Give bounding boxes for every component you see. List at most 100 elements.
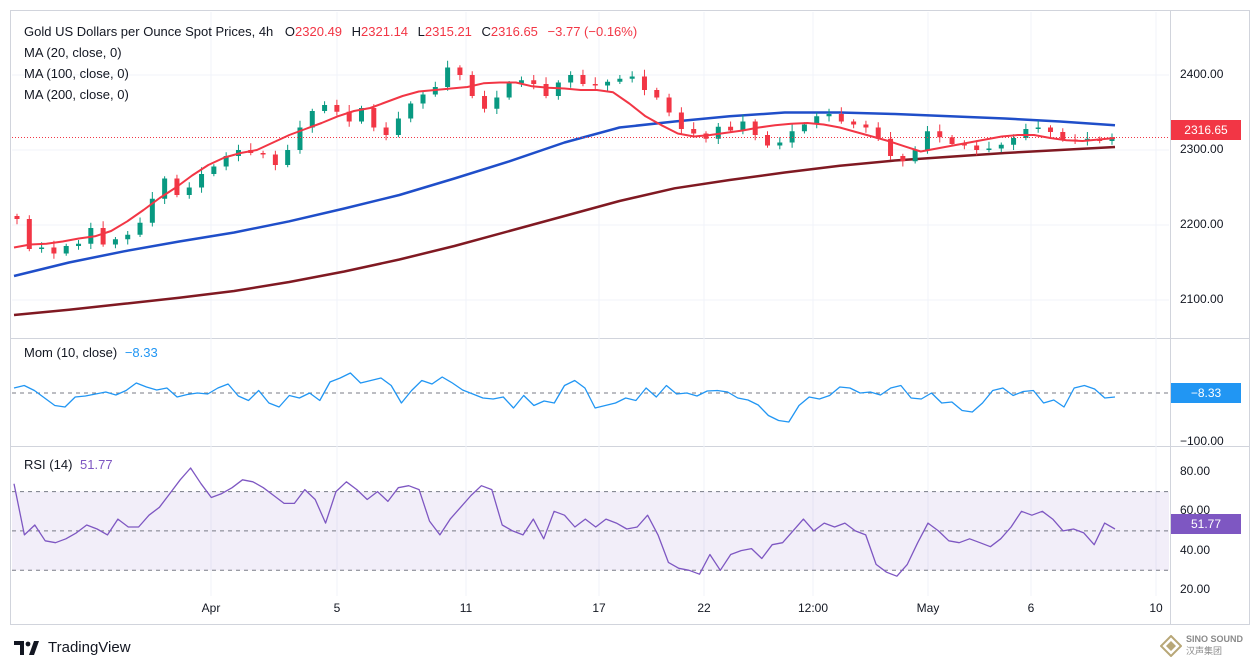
ma20-legend[interactable]: MA (20, close, 0) — [24, 45, 122, 60]
candle-body — [986, 148, 992, 150]
candle-body — [875, 127, 881, 139]
candle-body — [605, 81, 611, 86]
rsi-axis-tick: 60.00 — [1180, 503, 1211, 518]
pane-separator[interactable] — [11, 446, 1249, 447]
candle-body — [555, 82, 561, 96]
candle-body — [346, 111, 352, 122]
candle-body — [395, 118, 401, 135]
candle-body — [666, 97, 672, 113]
candle-body — [801, 124, 807, 132]
candle-body — [162, 178, 168, 199]
tradingview-logo-text: TradingView — [48, 639, 131, 656]
candle-body — [309, 111, 315, 128]
candle-body — [838, 114, 844, 122]
candle-body — [1011, 138, 1017, 145]
candle-body — [199, 174, 205, 188]
time-axis-tick: Apr — [201, 601, 221, 615]
candle-body — [531, 80, 537, 84]
ma100-line — [13, 111, 1116, 278]
ma100-legend[interactable]: MA (100, close, 0) — [24, 66, 129, 81]
watermark-line1: SINO SOUND — [1186, 634, 1244, 644]
close-value: 2316.65 — [490, 24, 538, 39]
candle-body — [580, 75, 586, 84]
watermark: SINO SOUND 汉声集团 — [1160, 634, 1243, 657]
symbol-title[interactable]: Gold US Dollars per Ounce Spot Prices, 4… — [24, 24, 274, 39]
tradingview-logo[interactable]: TradingView — [14, 639, 131, 656]
candle-body — [149, 198, 155, 223]
candle-body — [1035, 127, 1041, 129]
high-label: H — [351, 24, 362, 39]
time-axis-tick: 17 — [592, 601, 606, 615]
candle-body — [912, 150, 918, 162]
open-value: 2320.49 — [295, 24, 343, 39]
candle-body — [285, 150, 291, 165]
candle-body — [715, 126, 721, 139]
candle-body — [629, 76, 635, 79]
candle-body — [408, 103, 414, 119]
rsi-line — [13, 467, 1116, 577]
candle-body — [617, 78, 623, 82]
candle-body — [691, 129, 697, 134]
candle-body — [112, 239, 118, 245]
watermark-emblem-icon — [1160, 634, 1182, 657]
candle-body — [371, 108, 377, 128]
main-legend: Gold US Dollars per Ounce Spot Prices, 4… — [24, 24, 637, 39]
ma20-line — [13, 81, 1116, 249]
ma200-legend[interactable]: MA (200, close, 0) — [24, 87, 129, 102]
candle-body — [322, 105, 328, 111]
time-axis-tick: 6 — [1027, 601, 1035, 615]
candle-body — [826, 114, 832, 117]
price-axis-tick: 2300.00 — [1180, 142, 1224, 156]
candle-body — [900, 156, 906, 162]
candle-body — [457, 67, 463, 75]
mom-line — [13, 372, 1116, 423]
candle-body — [100, 228, 106, 245]
candle-body — [14, 216, 20, 219]
time-axis-tick: 5 — [333, 601, 341, 615]
mom-value-tag: −8.33 — [1171, 383, 1241, 403]
candle-body — [383, 127, 389, 135]
candle-body — [678, 112, 684, 129]
candle-body — [63, 246, 69, 254]
candle-body — [641, 76, 647, 90]
rsi-legend[interactable]: RSI (14) 51.77 — [24, 457, 113, 472]
mom-axis-label: −100.00 — [1180, 434, 1224, 448]
mom-legend[interactable]: Mom (10, close) −8.33 — [24, 345, 158, 360]
candle-body — [728, 126, 734, 131]
candle-body — [949, 137, 955, 144]
candle-body — [125, 234, 131, 240]
ma200-line — [13, 145, 1116, 317]
candle-body — [1060, 132, 1066, 140]
mom-value: −8.33 — [124, 345, 158, 360]
price-axis-tick: 2100.00 — [1180, 292, 1224, 306]
candle-body — [26, 219, 32, 249]
candle-body — [974, 145, 980, 150]
candle-body — [518, 80, 524, 84]
candle-body — [494, 97, 500, 109]
candle-body — [863, 124, 869, 128]
time-axis-tick: 10 — [1149, 601, 1163, 615]
candle-body — [223, 156, 229, 167]
low-value: 2315.21 — [424, 24, 472, 39]
candle-body — [506, 83, 512, 98]
rsi-value-tag: 51.77 — [1171, 514, 1241, 534]
high-value: 2321.14 — [361, 24, 409, 39]
mom-label: Mom (10, close) — [24, 345, 118, 360]
candle-body — [186, 187, 192, 195]
candle-body — [814, 116, 820, 125]
candle-body — [961, 144, 967, 146]
change-value: −3.77 (−0.16%) — [547, 24, 638, 39]
candle-body — [334, 105, 340, 112]
chart-frame — [10, 10, 1250, 625]
pane-separator[interactable] — [11, 338, 1249, 339]
last-price-tag: 2316.65 — [1171, 120, 1241, 140]
candle-body — [482, 96, 488, 109]
rsi-axis-tick: 40.00 — [1180, 542, 1211, 557]
rsi-axis-tick: 20.00 — [1180, 581, 1211, 596]
candle-body — [297, 127, 303, 150]
low-label: L — [417, 24, 425, 39]
candle-body — [765, 135, 771, 146]
time-axis-tick: 11 — [459, 601, 473, 615]
